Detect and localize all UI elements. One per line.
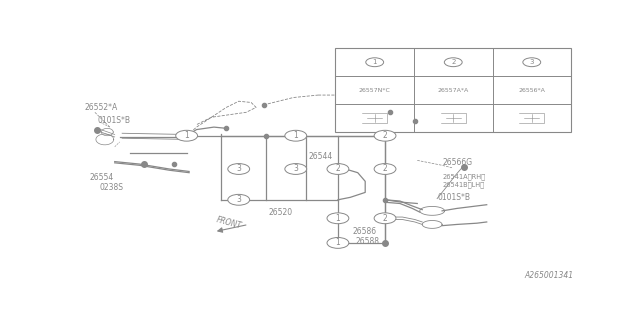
Text: 1: 1: [335, 238, 340, 247]
Text: 1: 1: [335, 214, 340, 223]
Text: 2: 2: [383, 164, 387, 173]
Text: 26556*A: 26556*A: [518, 88, 545, 93]
Circle shape: [228, 164, 250, 174]
Text: 2: 2: [451, 59, 456, 65]
Text: 26552*A: 26552*A: [85, 103, 118, 112]
Circle shape: [327, 164, 349, 174]
Text: 3: 3: [529, 59, 534, 65]
Circle shape: [228, 194, 250, 205]
Text: 26554: 26554: [90, 173, 114, 182]
Text: 1: 1: [372, 59, 377, 65]
Circle shape: [374, 213, 396, 224]
Text: 3: 3: [293, 164, 298, 173]
Text: 3: 3: [236, 164, 241, 173]
Circle shape: [374, 164, 396, 174]
Text: 0101S*B: 0101S*B: [97, 116, 131, 125]
Text: 26544: 26544: [308, 152, 332, 161]
Circle shape: [366, 58, 383, 67]
Text: 0101S*B: 0101S*B: [437, 193, 470, 202]
Text: 26557A*A: 26557A*A: [438, 88, 469, 93]
Text: 2: 2: [335, 164, 340, 173]
Circle shape: [327, 213, 349, 224]
Circle shape: [327, 237, 349, 248]
Text: 26541A〈RH〉: 26541A〈RH〉: [442, 173, 485, 180]
Text: A265001341: A265001341: [524, 271, 573, 280]
Text: 26566G: 26566G: [442, 158, 472, 167]
Circle shape: [444, 58, 462, 67]
Text: 2: 2: [383, 214, 387, 223]
Text: 3: 3: [236, 195, 241, 204]
Circle shape: [523, 58, 541, 67]
Text: 1: 1: [293, 131, 298, 140]
Text: 0238S: 0238S: [100, 183, 124, 192]
Text: 1: 1: [184, 131, 189, 140]
Circle shape: [285, 164, 307, 174]
Circle shape: [374, 130, 396, 141]
Circle shape: [176, 130, 198, 141]
Text: 2: 2: [383, 131, 387, 140]
Text: 26541B〈LH〉: 26541B〈LH〉: [442, 182, 484, 188]
Text: FRONT: FRONT: [215, 215, 243, 231]
Text: 26557N*C: 26557N*C: [359, 88, 390, 93]
Bar: [335, 48, 571, 132]
Text: 26520: 26520: [269, 208, 292, 217]
Text: 26586: 26586: [353, 227, 377, 236]
Circle shape: [285, 130, 307, 141]
Text: 26588: 26588: [355, 237, 380, 246]
